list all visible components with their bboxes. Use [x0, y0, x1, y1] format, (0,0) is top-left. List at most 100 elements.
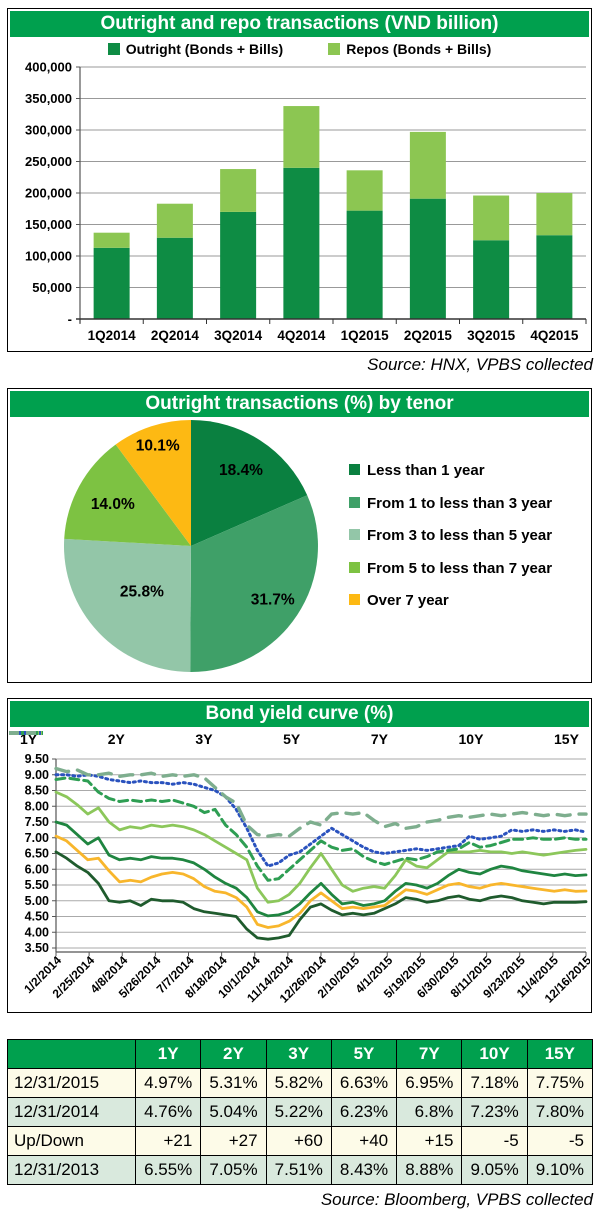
- bar-segment-repos: [283, 106, 320, 168]
- pie-slice: [64, 444, 191, 546]
- yield-table-header-cell: 7Y: [396, 1039, 463, 1069]
- pie-slice-label: 14.0%: [91, 496, 135, 513]
- line-chart-plot: 9.50 9.00 8.508.00 7.50 7.00 6.506.00 5.50 5.00…: [21, 752, 590, 1006]
- bar-legend-item: Repos (Bonds + Bills): [328, 41, 491, 57]
- legend-label: 3Y: [195, 731, 213, 747]
- legend-line-sample-icon: [9, 731, 43, 735]
- legend-label: Over 7 year: [367, 592, 449, 609]
- yield-table-value-cell: 4.76%: [134, 1097, 202, 1127]
- pie-slice-label: 31.7%: [251, 591, 295, 608]
- yield-table-value-cell: 6.55%: [134, 1155, 202, 1185]
- pie-slice-label: 18.4%: [219, 462, 263, 479]
- bar-segment-outright: [536, 235, 573, 319]
- bar-chart-title: Outright and repo transactions (VND bill…: [10, 11, 589, 37]
- yield-table-value-cell: 7.23%: [461, 1097, 528, 1127]
- yield-table-value-cell: 7.80%: [526, 1097, 594, 1127]
- yield-table-header-cell: 10Y: [461, 1039, 528, 1069]
- yield-table-header-row: 1Y 2Y 3Y 5Y 7Y 10Y 15Y: [7, 1039, 594, 1069]
- bar-y-tick-label: -: [68, 312, 72, 327]
- bar-y-tick-label: 300,000: [25, 123, 72, 138]
- yield-table-value-cell: -5: [526, 1126, 594, 1156]
- yield-table-header-cell: 5Y: [330, 1039, 398, 1069]
- bar-chart-plot: 400,000 350,000 300,000 250,000 200,000 150,0…: [25, 60, 587, 343]
- pie-slice: [191, 420, 308, 546]
- line-y-tick-label: 3.50: [25, 941, 49, 955]
- bar-y-tick-label: 250,000: [25, 154, 72, 169]
- yield-table-head: 1Y 2Y 3Y 5Y 7Y 10Y 15Y: [7, 1039, 594, 1069]
- bar-segment-outright: [473, 240, 510, 319]
- line-y-tick-label: 7.00: [25, 831, 49, 845]
- legend-label: From 5 to less than 7 year: [367, 559, 553, 577]
- bar-y-tick-label: 150,000: [25, 217, 72, 232]
- yield-table-header-cell: [7, 1039, 136, 1069]
- pie-slice: [190, 495, 318, 673]
- pie-legend-item: Over 7 year: [349, 592, 552, 609]
- bar-segment-outright: [93, 247, 130, 319]
- yield-table-value-cell: 5.04%: [200, 1097, 267, 1127]
- bar-segment-repos: [346, 170, 383, 211]
- legend-label: Repos (Bonds + Bills): [346, 41, 492, 57]
- legend-label: 5Y: [283, 731, 301, 747]
- legend-swatch-icon: [328, 43, 341, 55]
- yield-table: 1Y 2Y 3Y 5Y 7Y 10Y 15Y 12/31/2015 4.97% 5.31% 5.8…: [7, 1039, 594, 1185]
- legend-label: From 3 to less than 5 year: [367, 527, 553, 544]
- line-y-tick-label: 9.50: [25, 752, 49, 766]
- yield-series-7Y: [54, 776, 588, 882]
- legend-label: 10Y: [458, 731, 484, 747]
- yield-table-value-cell: +15: [396, 1126, 463, 1156]
- yield-table-header-cell: 15Y: [526, 1039, 594, 1069]
- pie-chart-plot: 18.4% 31.7% 25.8% 14.0% 10.1%: [63, 420, 318, 673]
- yield-table-value-cell: +40: [330, 1126, 398, 1156]
- legend-swatch-icon: [349, 464, 360, 475]
- bar-segment-outright: [346, 210, 383, 319]
- yield-table-value-cell: +21: [134, 1126, 202, 1156]
- legend-label: From 1 to less than 3 year: [367, 494, 553, 512]
- bar-x-category-label: 2Q2014: [151, 328, 200, 343]
- yield-table-value-cell: 8.88%: [396, 1155, 463, 1185]
- bar-y-tick-label: 400,000: [25, 60, 72, 75]
- yield-series-2Y: [54, 834, 588, 929]
- yield-table-value-cell: 7.75%: [526, 1068, 594, 1098]
- yield-table-value-cell: 5.31%: [200, 1068, 267, 1098]
- yield-table-value-cell: 8.43%: [330, 1155, 398, 1185]
- bar-chart-source: Source: HNX, VPBS collected: [367, 355, 593, 374]
- legend-label: 7Y: [370, 731, 388, 747]
- yield-table-value-cell: +27: [200, 1126, 267, 1156]
- yield-table-value-cell: 6.8%: [396, 1097, 463, 1127]
- bar-segment-repos: [220, 169, 257, 212]
- bar-legend-item: Outright (Bonds + Bills): [107, 41, 283, 57]
- bar-segment-outright: [156, 237, 193, 319]
- bar-x-category-label: 4Q2014: [277, 328, 326, 343]
- bar-y-tick-label: 100,000: [25, 249, 72, 264]
- line-y-tick-label: 4.50: [25, 910, 49, 924]
- legend-swatch-icon: [349, 594, 360, 605]
- yield-table-row: 12/31/2013 6.55% 7.05% 7.51% 8.43% 8.88% 9.05%…: [7, 1155, 594, 1185]
- line-y-tick-label: 9.00: [25, 768, 49, 782]
- bar-x-category-label: 1Q2015: [341, 328, 390, 343]
- yield-series-5Y: [54, 790, 588, 904]
- yield-table-value-cell: 7.51%: [265, 1155, 332, 1185]
- yield-table-header-cell: 3Y: [265, 1039, 332, 1069]
- yield-table-row: Up/Down +21 +27 +60 +40 +15 -5 -5: [7, 1126, 594, 1156]
- line-y-tick-label: 7.50: [25, 815, 49, 829]
- yield-table-value-cell: 6.23%: [330, 1097, 398, 1127]
- yield-table-row: 12/31/2014 4.76% 5.04% 5.22% 6.23% 6.8% 7.23% 7…: [7, 1097, 594, 1127]
- line-y-tick-label: 4.00: [25, 925, 49, 939]
- bar-y-tick-label: 350,000: [25, 91, 72, 106]
- line-y-tick-label: 6.50: [25, 847, 49, 861]
- pie-legend-item: From 1 to less than 3 year: [349, 494, 553, 512]
- yield-table-header-cell: 1Y: [134, 1039, 202, 1069]
- line-y-tick-label: 8.50: [25, 784, 49, 798]
- line-y-tick-label: 8.00: [25, 799, 49, 813]
- bar-segment-repos: [409, 131, 446, 199]
- bar-segment-outright: [409, 198, 446, 319]
- bar-x-category-label: 4Q2015: [530, 328, 579, 343]
- yield-table-value-cell: +60: [265, 1126, 332, 1156]
- pie-legend-item: From 3 to less than 5 year: [349, 527, 553, 544]
- bar-x-category-label: 1Q2014: [88, 328, 137, 343]
- bar-x-category-label: 3Q2014: [214, 328, 263, 343]
- pie-chart-panel: Outright transactions (%) by tenor 18.4%…: [7, 388, 592, 683]
- table-source: Source: Bloomberg, VPBS collected: [320, 1190, 593, 1209]
- legend-swatch-icon: [349, 529, 360, 540]
